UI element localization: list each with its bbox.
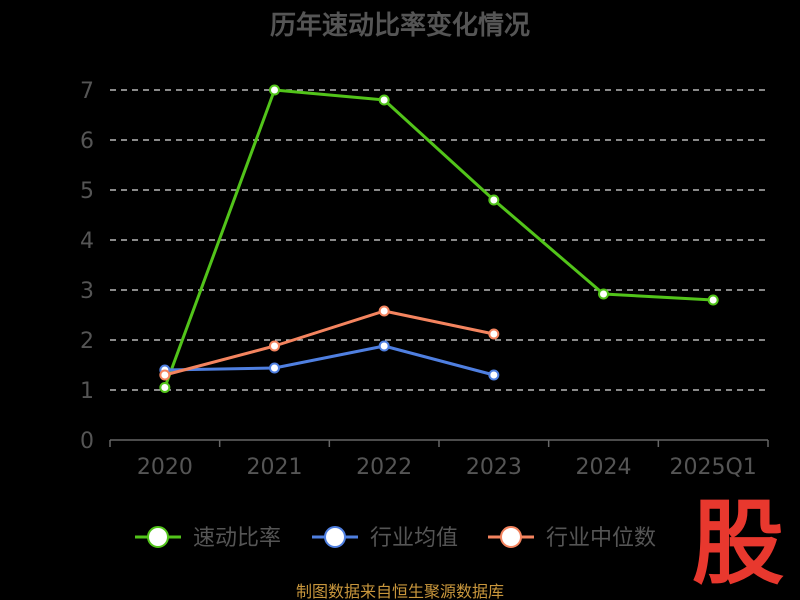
legend: 速动比率 行业均值 行业中位数 — [135, 526, 656, 551]
y-axis-ticks: 0 1 2 3 4 5 6 7 — [80, 79, 94, 454]
logo-mark: 股 — [692, 489, 784, 597]
data-point — [378, 305, 390, 317]
data-point — [269, 362, 280, 374]
data-point — [378, 340, 390, 352]
legend-marker — [147, 526, 169, 548]
series-line — [163, 88, 714, 389]
y-tick-label: 7 — [80, 79, 94, 104]
series-line — [164, 344, 495, 377]
y-tick-label: 4 — [80, 229, 94, 254]
grid-lines — [110, 89, 768, 391]
x-tick-label: 2024 — [576, 455, 632, 480]
y-tick-label: 6 — [80, 129, 94, 154]
legend-label: 速动比率 — [193, 526, 281, 551]
x-axis: 2020 2021 2022 2023 2024 2025Q1 — [109, 439, 769, 480]
y-tick-label: 1 — [80, 379, 94, 404]
series-group — [159, 84, 719, 393]
data-point — [598, 288, 609, 300]
footer-source: 制图数据来自恒生聚源数据库 — [296, 582, 504, 600]
x-tick-label: 2020 — [137, 455, 193, 480]
data-point — [488, 369, 500, 381]
data-point — [488, 194, 500, 206]
y-tick-label: 3 — [80, 279, 94, 304]
y-tick-label: 5 — [80, 179, 94, 204]
x-tick-label: 2025Q1 — [670, 455, 757, 480]
data-point — [378, 94, 390, 106]
legend-marker — [324, 526, 346, 548]
y-tick-label: 0 — [80, 429, 94, 454]
legend-label: 行业中位数 — [546, 526, 656, 551]
data-point — [159, 382, 171, 393]
series-line — [164, 309, 495, 377]
legend-marker — [500, 526, 522, 548]
data-point — [159, 369, 171, 381]
data-point — [269, 340, 280, 352]
data-point — [269, 84, 280, 96]
data-point — [707, 294, 719, 306]
x-tick-label: 2022 — [356, 455, 412, 480]
y-tick-label: 2 — [80, 329, 94, 354]
data-point — [488, 328, 500, 340]
x-tick-label: 2023 — [466, 455, 522, 480]
chart-title: 历年速动比率变化情况 — [270, 10, 530, 41]
legend-label: 行业均值 — [370, 526, 458, 551]
x-tick-label: 2021 — [247, 455, 303, 480]
